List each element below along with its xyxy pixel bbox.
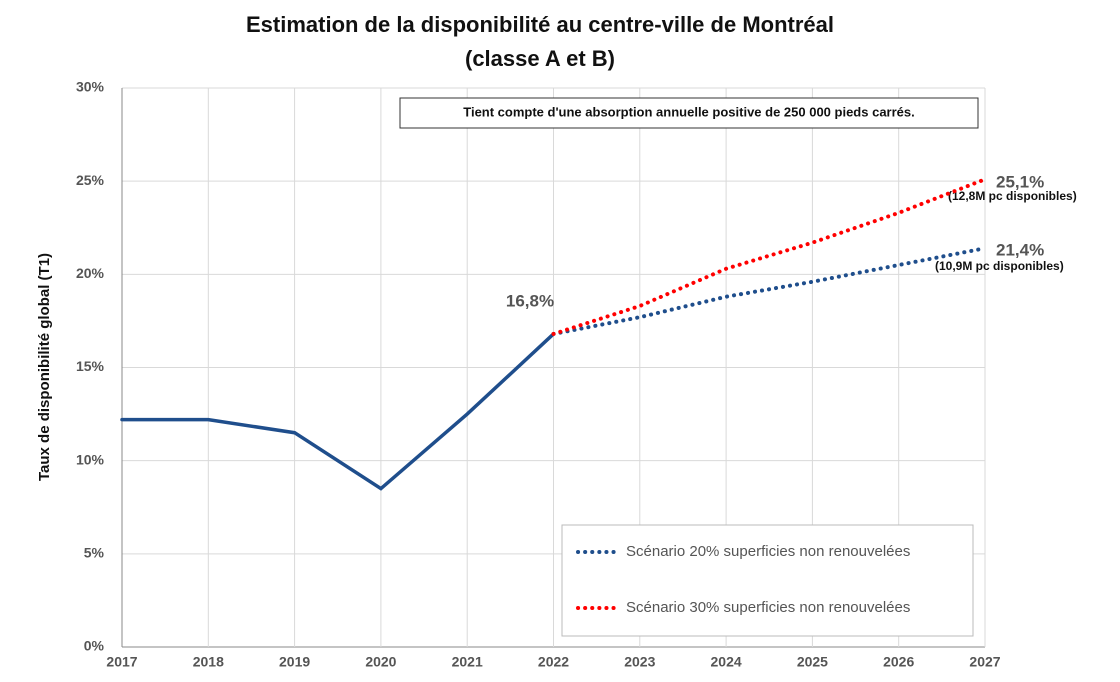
legend — [561, 524, 974, 637]
annotation: 21,4% — [996, 240, 1044, 259]
y-tick-label: 0% — [84, 638, 105, 654]
legend-label: Scénario 20% superficies non renouvelées — [626, 543, 910, 560]
y-tick-label: 20% — [76, 265, 105, 281]
x-tick-label: 2017 — [106, 654, 137, 670]
y-tick-label: 15% — [76, 358, 105, 374]
note: Tient compte d'une absorption annuelle p… — [463, 104, 915, 119]
annotation: (10,9M pc disponibles) — [935, 259, 1064, 273]
note-box — [399, 97, 979, 129]
line — [551, 246, 987, 336]
y-axis-label: Taux de disponibilité global (T1) — [36, 253, 53, 481]
y-tick-label: 5% — [84, 545, 105, 561]
x-tick-label: 2020 — [365, 654, 396, 670]
y-tick-label: 10% — [76, 451, 105, 467]
y-tick-label: 30% — [76, 79, 105, 95]
x-tick-label: 2027 — [969, 654, 1000, 670]
x-tick-label: 2019 — [279, 654, 310, 670]
x-tick-label: 2026 — [883, 654, 914, 670]
annotation: 16,8% — [506, 291, 554, 310]
x-tick-label: 2018 — [193, 654, 224, 670]
x-tick-label: 2022 — [538, 654, 569, 670]
x-tick-label: 2023 — [624, 654, 655, 670]
y-tick-label: 25% — [76, 172, 105, 188]
x-tick-label: 2025 — [797, 654, 828, 670]
line — [551, 177, 987, 336]
x-tick-label: 2024 — [711, 654, 742, 670]
legend-label: Scénario 30% superficies non renouvelées — [626, 599, 910, 616]
x-tick-label: 2021 — [452, 654, 483, 670]
chart-title-line2: (classe A et B) — [465, 46, 615, 71]
annotation: 25,1% — [996, 172, 1044, 191]
line — [120, 332, 556, 491]
annotation: (12,8M pc disponibles) — [948, 189, 1077, 203]
chart-title: Estimation de la disponibilité au centre… — [246, 12, 834, 37]
